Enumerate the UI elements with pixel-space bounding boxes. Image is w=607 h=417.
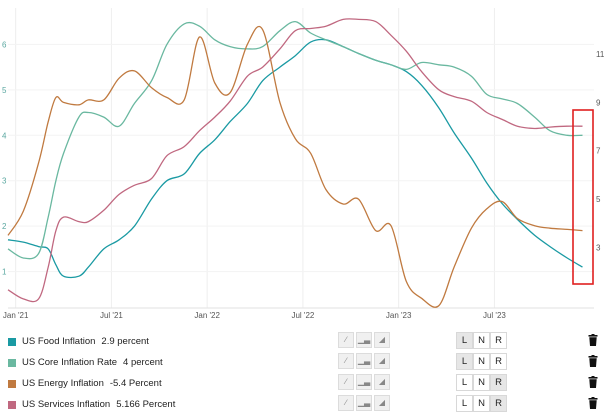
axis-button-r[interactable]: R bbox=[490, 395, 507, 412]
area-chart-icon[interactable]: ◢ bbox=[374, 353, 390, 369]
legend-row-core: US Core Inflation Rate 4 percent ∕ ▁▃ ◢ L N R bbox=[0, 353, 607, 375]
chart-type-buttons: ∕ ▁▃ ◢ bbox=[338, 353, 392, 369]
series-name: US Energy Inflation bbox=[22, 378, 104, 389]
legend-row-energy: US Energy Inflation -5.4 Percent ∕ ▁▃ ◢ L N R bbox=[0, 374, 607, 396]
legend-swatch bbox=[8, 359, 16, 367]
x-tick-label: Jan '21 bbox=[3, 311, 29, 320]
trash-icon[interactable] bbox=[588, 355, 598, 367]
axis-button-n[interactable]: N bbox=[473, 395, 490, 412]
series-line-2 bbox=[7, 20, 583, 260]
bar-chart-icon[interactable]: ▁▃ bbox=[356, 374, 372, 390]
left-tick-label: 2 bbox=[2, 222, 7, 231]
legend-label: US Services Inflation 5.166 Percent bbox=[22, 399, 175, 410]
axis-button-l[interactable]: L bbox=[456, 332, 473, 349]
right-tick-label: 9 bbox=[596, 98, 601, 107]
chart-type-buttons: ∕ ▁▃ ◢ bbox=[338, 395, 392, 411]
chart-grid bbox=[8, 8, 594, 309]
right-tick-label: 11 bbox=[596, 50, 605, 59]
bar-chart-icon[interactable]: ▁▃ bbox=[356, 332, 372, 348]
highlight-box bbox=[572, 109, 594, 285]
line-chart-icon[interactable]: ∕ bbox=[338, 353, 354, 369]
series-value: -5.4 Percent bbox=[109, 378, 162, 389]
chart-type-buttons: ∕ ▁▃ ◢ bbox=[338, 332, 392, 348]
axis-button-l[interactable]: L bbox=[456, 374, 473, 391]
line-chart-icon[interactable]: ∕ bbox=[338, 395, 354, 411]
legend-label: US Core Inflation Rate 4 percent bbox=[22, 357, 163, 368]
axis-button-r[interactable]: R bbox=[490, 332, 507, 349]
trash-icon[interactable] bbox=[588, 334, 598, 346]
right-tick-label: 3 bbox=[596, 244, 601, 253]
legend-swatch bbox=[8, 338, 16, 346]
axis-button-l[interactable]: L bbox=[456, 353, 473, 370]
line-chart-icon[interactable]: ∕ bbox=[338, 332, 354, 348]
axis-button-r[interactable]: R bbox=[490, 374, 507, 391]
bar-chart-icon[interactable]: ▁▃ bbox=[356, 395, 372, 411]
series-value: 2.9 percent bbox=[101, 336, 149, 347]
series-value: 4 percent bbox=[123, 357, 163, 368]
legend-row-food: US Food Inflation 2.9 percent ∕ ▁▃ ◢ L N R bbox=[0, 332, 607, 354]
legend-label: US Energy Inflation -5.4 Percent bbox=[22, 378, 162, 389]
trash-icon[interactable] bbox=[588, 397, 598, 409]
x-tick-label: Jul '23 bbox=[483, 311, 506, 320]
left-tick-label: 1 bbox=[2, 268, 7, 277]
right-tick-label: 7 bbox=[596, 147, 601, 156]
legend-label: US Food Inflation 2.9 percent bbox=[22, 336, 149, 347]
chart-lines bbox=[7, 18, 583, 308]
line-chart-icon[interactable]: ∕ bbox=[338, 374, 354, 390]
left-tick-label: 6 bbox=[2, 40, 7, 49]
x-tick-label: Jul '22 bbox=[291, 311, 314, 320]
left-tick-label: 4 bbox=[2, 131, 7, 140]
axis-button-n[interactable]: N bbox=[473, 332, 490, 349]
left-tick-label: 5 bbox=[2, 86, 7, 95]
legend-row-services: US Services Inflation 5.166 Percent ∕ ▁▃ ◢ L… bbox=[0, 395, 607, 417]
x-tick-label: Jan '22 bbox=[194, 311, 220, 320]
axis-button-n[interactable]: N bbox=[473, 353, 490, 370]
series-value: 5.166 Percent bbox=[116, 399, 176, 410]
series-name: US Food Inflation bbox=[22, 336, 96, 347]
area-chart-icon[interactable]: ◢ bbox=[374, 374, 390, 390]
axis-button-r[interactable]: R bbox=[490, 353, 507, 370]
x-tick-label: Jul '21 bbox=[100, 311, 123, 320]
series-line-3 bbox=[7, 25, 583, 308]
chart: Jan '21 Jul '21 Jan '22 Jul '22 Jan '23 Jul '… bbox=[2, 8, 605, 320]
right-tick-label: 5 bbox=[596, 195, 601, 204]
series-name: US Services Inflation bbox=[22, 399, 111, 410]
left-tick-label: 3 bbox=[2, 177, 7, 186]
legend-swatch bbox=[8, 401, 16, 409]
series-line-4 bbox=[7, 18, 583, 303]
chart-type-buttons: ∕ ▁▃ ◢ bbox=[338, 374, 392, 390]
chart-ticks: Jan '21 Jul '21 Jan '22 Jul '22 Jan '23 Jul '… bbox=[2, 40, 605, 320]
area-chart-icon[interactable]: ◢ bbox=[374, 395, 390, 411]
axis-button-l[interactable]: L bbox=[456, 395, 473, 412]
x-tick-label: Jan '23 bbox=[386, 311, 412, 320]
trash-icon[interactable] bbox=[588, 376, 598, 388]
axis-button-n[interactable]: N bbox=[473, 374, 490, 391]
series-name: US Core Inflation Rate bbox=[22, 357, 118, 368]
legend-swatch bbox=[8, 380, 16, 388]
series-line-1 bbox=[7, 38, 583, 279]
bar-chart-icon[interactable]: ▁▃ bbox=[356, 353, 372, 369]
area-chart-icon[interactable]: ◢ bbox=[374, 332, 390, 348]
